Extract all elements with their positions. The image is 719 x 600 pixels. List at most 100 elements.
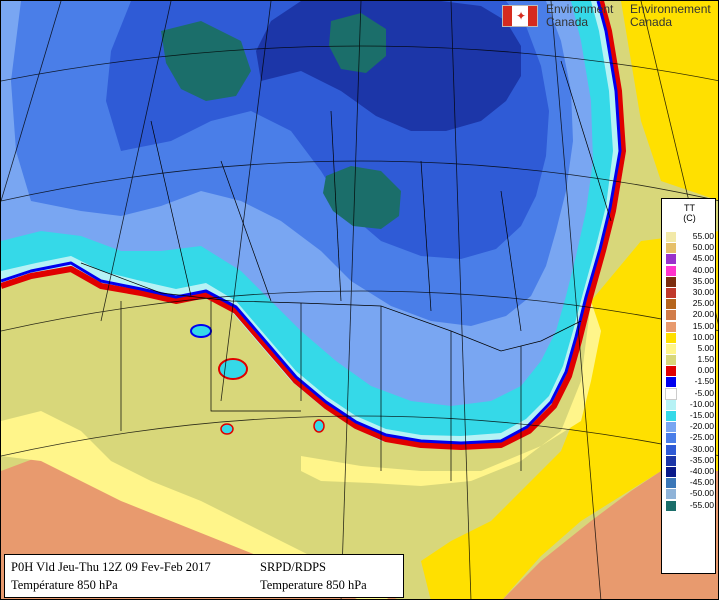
legend-entry: -35.00 <box>666 455 715 466</box>
legend-swatch <box>666 332 676 343</box>
rockies-patch-4 <box>313 419 325 433</box>
legend-entry: 25.00 <box>666 298 715 310</box>
warm-pale-band <box>301 301 601 486</box>
legend-label: 10.00 <box>692 331 714 342</box>
legend-swatch <box>666 377 676 388</box>
legend-entry: 55.00 <box>666 231 715 242</box>
legend-entry: 5.00 <box>666 343 715 354</box>
caption-line1-right: SRPD/RDPS <box>260 560 327 574</box>
legend-swatch <box>666 422 676 433</box>
canada-flag-icon: ✦ <box>502 5 538 27</box>
legend-entry: -20.00 <box>666 421 715 433</box>
organization-header: ✦ Environment Canada Environnement Canad… <box>502 1 718 33</box>
legend-swatch <box>666 455 676 466</box>
political-boundaries <box>80 60 612 481</box>
legend-swatch <box>666 355 676 366</box>
minus-1.5-line <box>1 1 622 445</box>
legend-swatch <box>666 343 676 354</box>
caption-line1-left: P0H Vld Jeu-Thu 12Z 09 Fev-Feb 2017 <box>11 560 211 574</box>
legend-label: 0.00 <box>697 365 714 376</box>
legend-entry: -55.00 <box>666 500 715 511</box>
legend-swatch <box>666 411 676 421</box>
legend-label: -20.00 <box>689 421 714 432</box>
legend-swatch <box>666 366 676 377</box>
legend-label: -35.00 <box>689 454 714 465</box>
legend-label: 55.00 <box>692 231 714 241</box>
legend-swatch <box>666 478 676 489</box>
legend-swatch <box>666 310 676 321</box>
org-fr-line1: Environnement <box>630 2 711 16</box>
legend-label: 40.00 <box>692 264 714 275</box>
rockies-patch-2 <box>190 324 212 338</box>
warm-yellow-east <box>421 231 718 599</box>
org-fr-line2: Canada <box>630 15 673 29</box>
polar-teal-northeast <box>329 13 386 73</box>
caption-line2-right: Temperature 850 hPa <box>260 578 367 592</box>
legend-label: 45.00 <box>692 253 714 264</box>
legend-entry: 1.50 <box>666 354 715 366</box>
legend-label: -50.00 <box>689 488 714 499</box>
legend-swatch <box>666 265 676 276</box>
legend-label: 30.00 <box>692 286 714 297</box>
flag-bar-right <box>528 6 537 26</box>
legend-swatch <box>666 399 676 410</box>
legend-label: 35.00 <box>692 275 714 286</box>
legend-entry: 15.00 <box>666 321 715 332</box>
freezing-line <box>1 1 626 450</box>
legend-entry: 10.00 <box>666 332 715 343</box>
legend-title: TT <box>684 203 695 213</box>
legend-label: 25.00 <box>692 298 714 309</box>
legend-label: 15.00 <box>692 320 714 331</box>
legend-swatch <box>666 433 676 444</box>
warm-pale-west <box>1 411 389 599</box>
legend-label: -10.00 <box>689 398 714 409</box>
legend-label: 5.00 <box>697 342 714 353</box>
rockies-patch-3 <box>220 423 234 435</box>
rockies-patch-1 <box>218 358 248 380</box>
legend-entry: -1.50 <box>666 376 715 388</box>
legend-entry: 40.00 <box>666 265 715 276</box>
legend-entry: 20.00 <box>666 309 715 321</box>
legend-swatch <box>666 500 676 511</box>
map-caption: P0H Vld Jeu-Thu 12Z 09 Fev-Feb 2017 Temp… <box>4 554 404 598</box>
legend-entry: -30.00 <box>666 444 715 455</box>
legend-entry: 35.00 <box>666 276 715 287</box>
legend-label: -55.00 <box>689 499 714 510</box>
legend-label: -15.00 <box>689 410 714 420</box>
legend-unit: (C) <box>683 213 696 223</box>
legend-label: -45.00 <box>689 477 714 488</box>
legend-entry: -10.00 <box>666 399 715 410</box>
legend-entry: -25.00 <box>666 432 715 444</box>
color-legend: TT (C) 55.00 50.00 45.00 40.00 35.00 30.00 25.… <box>661 198 716 574</box>
flag-bar-left <box>503 6 512 26</box>
legend-swatch <box>666 243 676 254</box>
legend-entry: -50.00 <box>666 488 715 500</box>
legend-swatch <box>665 387 677 400</box>
caption-line2-left: Température 850 hPa <box>11 578 118 592</box>
legend-swatch <box>666 489 676 500</box>
legend-swatch <box>666 254 676 265</box>
org-name-french: Environnement Canada <box>630 3 711 29</box>
legend-label: -40.00 <box>689 465 714 476</box>
legend-entry: 50.00 <box>666 242 715 254</box>
legend-swatch <box>666 287 676 298</box>
legend-label: 50.00 <box>692 242 714 253</box>
legend-entry: 0.00 <box>666 365 715 377</box>
legend-label: -25.00 <box>689 432 714 443</box>
legend-rows: 55.00 50.00 45.00 40.00 35.00 30.00 25.00 20.00… <box>665 231 715 511</box>
legend-label: -5.00 <box>694 387 714 398</box>
polar-teal-core <box>323 166 401 229</box>
legend-entry: 45.00 <box>666 253 715 265</box>
cold-airmass-very <box>256 1 521 131</box>
legend-entry: 30.00 <box>666 287 715 298</box>
legend-label: -30.00 <box>689 443 714 454</box>
maple-leaf-icon: ✦ <box>515 9 527 23</box>
legend-swatch <box>666 299 676 310</box>
legend-entry: -5.00 <box>665 387 715 400</box>
legend-swatch <box>666 276 676 287</box>
org-en-line1: Environment <box>546 2 614 16</box>
legend-label: 20.00 <box>692 309 714 320</box>
legend-label: 1.50 <box>697 354 714 365</box>
legend-label: -1.50 <box>694 376 714 387</box>
